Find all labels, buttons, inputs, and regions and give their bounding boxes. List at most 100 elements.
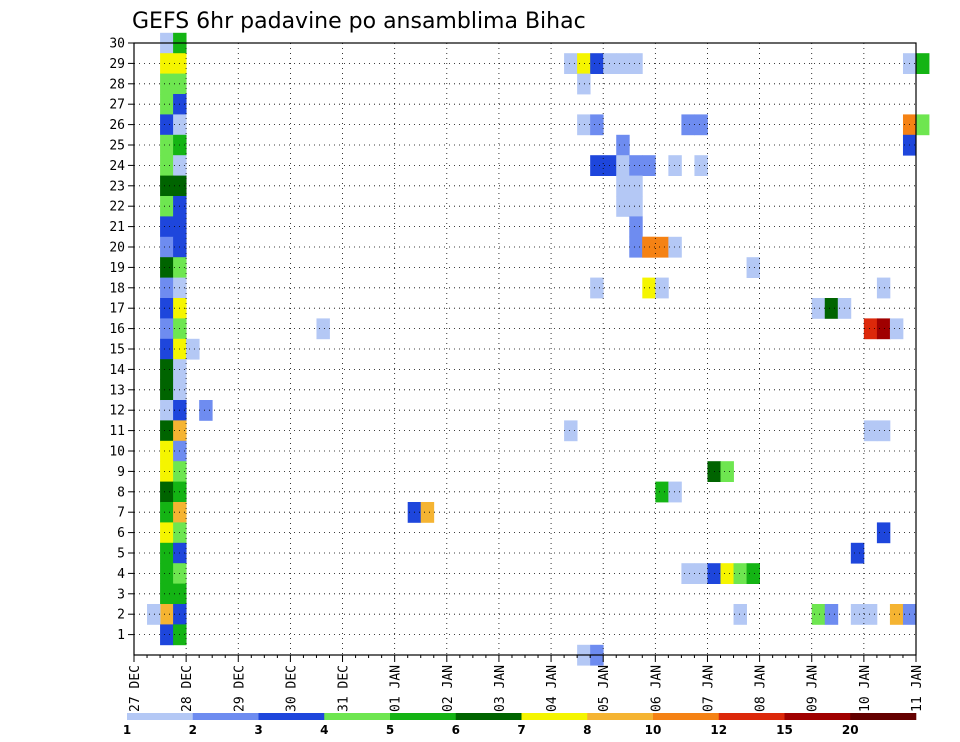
x-tick-label: 10 JAN <box>858 665 873 712</box>
legend-swatch <box>718 713 785 720</box>
cell-119 <box>733 563 747 584</box>
legend-swatch <box>784 713 851 720</box>
cell-48 <box>160 522 174 544</box>
cell-93 <box>668 236 682 258</box>
legend-swatch <box>192 713 259 720</box>
y-tick-label: 3 <box>117 587 125 602</box>
y-tick-label: 17 <box>109 302 125 317</box>
cell-8 <box>160 114 174 136</box>
cell-16 <box>160 196 174 217</box>
cell-106 <box>564 420 578 442</box>
cell-73 <box>577 114 591 136</box>
y-tick-label: 25 <box>109 139 125 154</box>
cell-85 <box>616 175 630 197</box>
cell-87 <box>616 196 630 217</box>
cell-71 <box>629 53 643 74</box>
cell-116 <box>694 563 708 584</box>
x-tick-label: 09 JAN <box>806 665 821 712</box>
cell-100 <box>824 298 839 319</box>
cell-58 <box>147 604 161 625</box>
x-tick-label: 11 JAN <box>910 665 925 712</box>
cell-46 <box>160 502 174 523</box>
y-axis: 1234567891011121314151617181920212223242… <box>109 37 134 643</box>
cell-102 <box>863 318 878 340</box>
legend-label: 1 <box>123 723 131 737</box>
cell-89 <box>629 216 643 238</box>
legend-label: 20 <box>842 723 859 737</box>
x-tick-label: 03 JAN <box>493 665 508 712</box>
cell-107 <box>863 420 878 442</box>
cell-36 <box>160 400 174 421</box>
y-tick-label: 29 <box>109 57 125 72</box>
legend-label: 4 <box>320 723 328 737</box>
legend-label: 2 <box>189 723 197 737</box>
cell-99 <box>811 298 826 319</box>
cell-20 <box>160 236 174 258</box>
x-tick-label: 02 JAN <box>441 665 456 712</box>
legend-label: 15 <box>776 723 793 737</box>
cell-67 <box>577 53 591 74</box>
y-tick-label: 14 <box>109 363 125 378</box>
cell-56 <box>160 604 174 625</box>
cell-68 <box>590 53 604 74</box>
cell-32 <box>160 359 174 380</box>
y-tick-label: 4 <box>117 567 125 582</box>
cell-83 <box>668 155 682 176</box>
cell-126 <box>889 604 904 625</box>
y-tick-label: 12 <box>109 404 125 419</box>
cell-133 <box>916 114 930 136</box>
legend-label: 10 <box>645 723 662 737</box>
cell-118 <box>720 563 734 584</box>
cell-92 <box>655 236 669 258</box>
x-axis: 27 DEC 28 DEC 29 DEC 30 DEC 31 DEC 01 JAN 02 J… <box>128 655 925 712</box>
y-tick-label: 21 <box>109 220 125 235</box>
y-tick-label: 6 <box>117 526 125 541</box>
legend-label: 3 <box>254 723 262 737</box>
cell-38 <box>160 420 174 442</box>
cell-61 <box>186 338 200 360</box>
cell-81 <box>629 155 643 176</box>
cell-120 <box>746 563 760 584</box>
cell-124 <box>850 604 865 625</box>
cell-123 <box>824 604 839 625</box>
y-tick-label: 24 <box>109 159 125 174</box>
cell-59 <box>160 624 174 646</box>
cell-111 <box>655 481 669 503</box>
cell-112 <box>668 481 682 503</box>
x-tick-label: 28 DEC <box>180 665 195 712</box>
y-tick-label: 11 <box>109 424 125 439</box>
cell-4 <box>160 73 174 95</box>
cell-76 <box>694 114 708 136</box>
legend-label: 6 <box>452 723 460 737</box>
color-legend: 1 2 3 4 5 6 7 8 10 12 15 20 <box>123 713 917 737</box>
x-tick-label: 08 JAN <box>754 665 769 712</box>
cell-26 <box>160 298 174 319</box>
cell-108 <box>876 420 891 442</box>
y-tick-label: 7 <box>117 506 125 521</box>
legend-swatch <box>258 713 325 720</box>
cell-10 <box>160 134 174 156</box>
legend-swatch <box>455 713 522 720</box>
cell-78 <box>590 155 604 176</box>
y-tick-label: 1 <box>117 628 125 643</box>
cell-66 <box>564 53 578 74</box>
cell-44 <box>160 481 174 503</box>
cell-12 <box>160 155 174 176</box>
cell-75 <box>681 114 695 136</box>
legend-label: 8 <box>583 723 591 737</box>
cell-103 <box>876 318 891 340</box>
cell-30 <box>160 338 174 360</box>
chart-title: GEFS 6hr padavine po ansamblima Bihac <box>132 9 586 34</box>
cell-121 <box>733 604 747 625</box>
x-tick-label: 31 DEC <box>337 665 352 712</box>
cell-77 <box>616 134 630 156</box>
cell-125 <box>863 604 878 625</box>
cell-96 <box>590 277 604 299</box>
legend-swatch <box>653 713 720 720</box>
grid-lines <box>134 42 916 655</box>
cell-52 <box>160 563 174 584</box>
legend-label: 7 <box>517 723 525 737</box>
cell-84 <box>694 155 708 176</box>
cell-65 <box>420 502 435 523</box>
